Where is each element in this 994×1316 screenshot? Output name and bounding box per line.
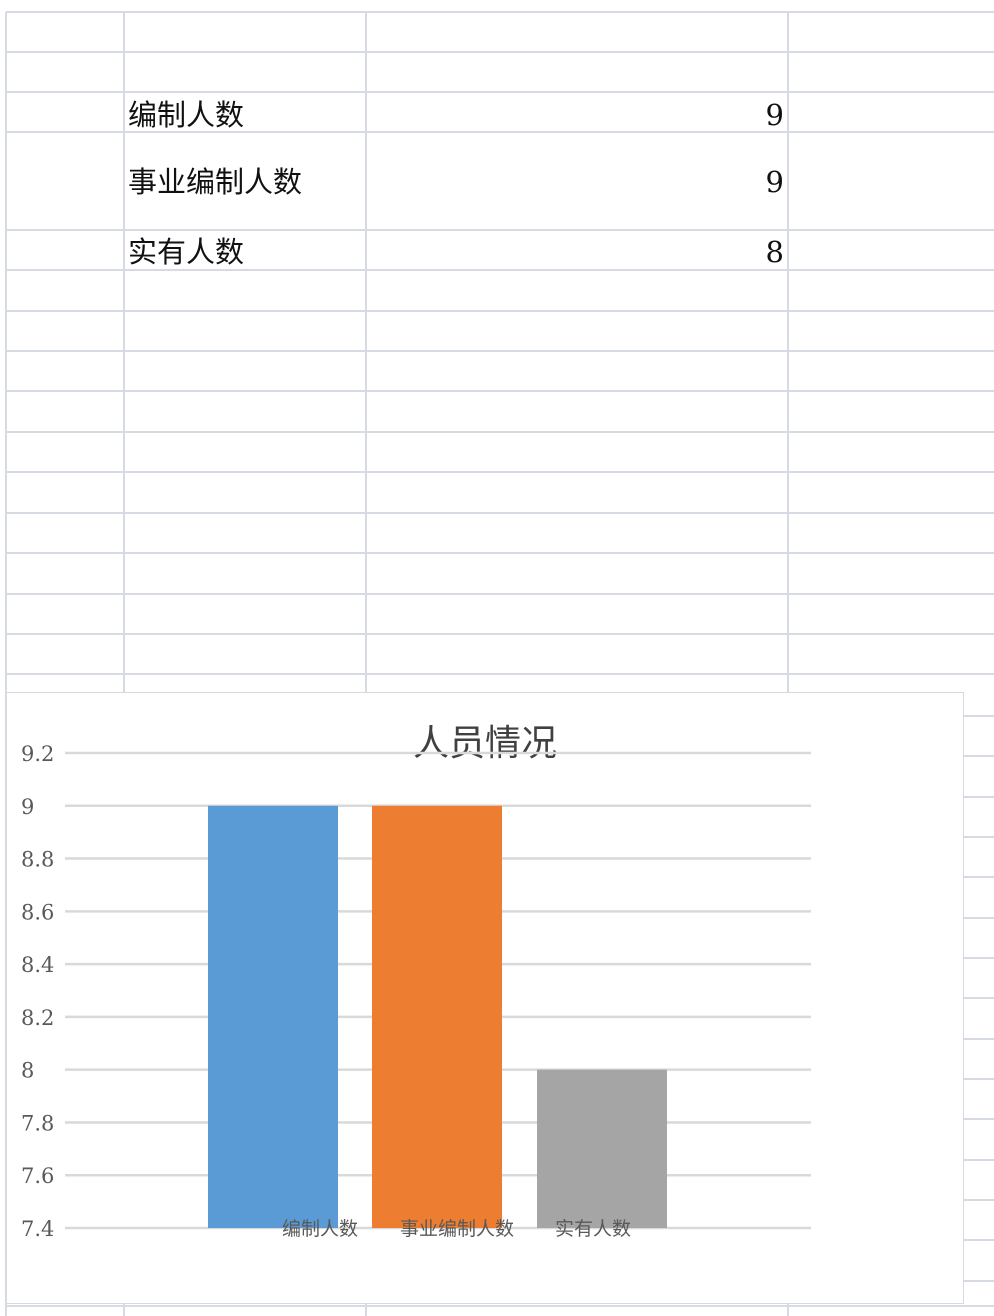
bar-1: [208, 805, 338, 1228]
cell-value-institution-quota[interactable]: 9: [765, 165, 784, 199]
y-tick-label: 8.4: [21, 953, 54, 977]
x-category-label: 编制人数: [282, 1218, 358, 1240]
chart-title: 人员情况: [413, 723, 557, 764]
cell-value-staff-quota[interactable]: 9: [765, 98, 784, 132]
y-tick-label: 8.2: [21, 1006, 54, 1030]
x-category-label: 实有人数: [555, 1218, 631, 1240]
y-tick-label: 8.6: [21, 900, 54, 924]
y-tick-label: 7.4: [21, 1217, 54, 1241]
bar-2: [372, 805, 502, 1228]
y-tick-label: 9.2: [21, 742, 54, 766]
y-tick-label: 7.8: [21, 1111, 54, 1135]
cell-value-actual-staff[interactable]: 8: [765, 235, 784, 269]
cell-label-institution-quota[interactable]: 事业编制人数: [128, 165, 303, 199]
y-tick-label: 9: [21, 795, 34, 819]
x-category-label: 事业编制人数: [400, 1218, 514, 1240]
y-tick-label: 8.8: [21, 848, 54, 872]
bar-3: [537, 1069, 667, 1228]
y-tick-label: 7.6: [21, 1164, 54, 1188]
cell-label-staff-quota[interactable]: 编制人数: [128, 98, 245, 132]
embedded-chart[interactable]: 人员情况 9.2 9 8.8 8.6 8.4 8.2 8 7.8 7.6 7.4 编制人数 事业编制…: [6, 692, 964, 1304]
y-tick-label: 8: [21, 1059, 34, 1083]
cell-label-actual-staff[interactable]: 实有人数: [128, 235, 245, 269]
bar-chart: 人员情况 9.2 9 8.8 8.6 8.4 8.2 8 7.8 7.6 7.4 编制人数 事业编制…: [21, 723, 811, 1241]
